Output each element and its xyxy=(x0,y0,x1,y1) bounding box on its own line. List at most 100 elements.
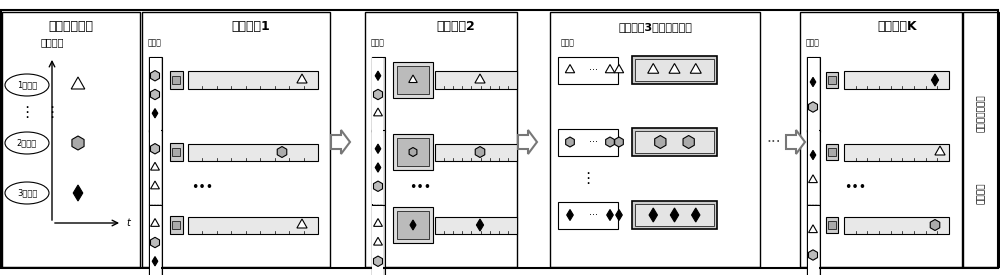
Polygon shape xyxy=(410,220,416,230)
Bar xyxy=(435,72,517,89)
Bar xyxy=(148,57,162,132)
Polygon shape xyxy=(649,208,657,222)
Bar xyxy=(435,216,517,233)
Bar xyxy=(828,148,836,156)
Bar xyxy=(148,130,162,205)
Polygon shape xyxy=(683,136,694,148)
Polygon shape xyxy=(151,162,159,170)
Polygon shape xyxy=(409,147,417,156)
Polygon shape xyxy=(375,163,381,172)
Bar xyxy=(635,204,714,226)
Polygon shape xyxy=(297,219,307,228)
Bar xyxy=(558,56,618,84)
Polygon shape xyxy=(475,147,485,158)
Polygon shape xyxy=(373,256,383,266)
Polygon shape xyxy=(72,136,84,150)
Polygon shape xyxy=(614,65,624,73)
Polygon shape xyxy=(809,175,817,183)
Bar xyxy=(826,72,838,88)
Text: t: t xyxy=(126,218,130,228)
Polygon shape xyxy=(150,89,160,100)
Polygon shape xyxy=(690,64,701,73)
Polygon shape xyxy=(615,137,623,147)
Polygon shape xyxy=(373,181,383,191)
Polygon shape xyxy=(565,65,575,73)
Polygon shape xyxy=(669,64,680,73)
Bar xyxy=(826,144,838,160)
Bar xyxy=(632,56,717,84)
Bar xyxy=(150,131,160,204)
Bar xyxy=(393,62,433,98)
Polygon shape xyxy=(71,77,85,89)
Polygon shape xyxy=(373,89,383,100)
Polygon shape xyxy=(374,108,382,116)
Text: ···: ··· xyxy=(588,137,598,147)
Polygon shape xyxy=(616,210,622,221)
Bar xyxy=(188,144,318,161)
Polygon shape xyxy=(655,136,666,148)
Bar xyxy=(170,216,182,234)
Polygon shape xyxy=(374,219,382,226)
Polygon shape xyxy=(151,181,159,189)
Bar xyxy=(828,221,836,229)
Polygon shape xyxy=(607,210,613,221)
Bar xyxy=(142,12,330,267)
Text: 加工阶段1: 加工阶段1 xyxy=(232,21,270,34)
Text: 缓冲区: 缓冲区 xyxy=(561,39,575,48)
Bar xyxy=(372,57,384,132)
Text: 工件离开主系统: 工件离开主系统 xyxy=(976,94,986,132)
Polygon shape xyxy=(808,250,818,260)
Text: •••: ••• xyxy=(844,180,866,194)
Text: ⋮: ⋮ xyxy=(44,106,60,120)
Bar xyxy=(558,202,618,229)
Polygon shape xyxy=(152,257,158,266)
Polygon shape xyxy=(152,109,158,118)
Bar xyxy=(435,144,517,161)
Text: ⋮: ⋮ xyxy=(19,106,35,120)
Text: 缓冲区: 缓冲区 xyxy=(148,39,162,48)
Polygon shape xyxy=(297,74,307,83)
Text: 加工阶段3（组批生产）: 加工阶段3（组批生产） xyxy=(618,22,692,32)
Polygon shape xyxy=(670,208,679,222)
Bar xyxy=(393,134,433,170)
Bar xyxy=(844,216,949,233)
Ellipse shape xyxy=(5,132,49,154)
Text: •••: ••• xyxy=(191,180,213,194)
Polygon shape xyxy=(566,137,574,147)
Polygon shape xyxy=(151,219,159,226)
Text: ···: ··· xyxy=(588,65,598,75)
Text: •••: ••• xyxy=(409,180,431,194)
Polygon shape xyxy=(692,208,700,222)
Polygon shape xyxy=(150,144,160,154)
Bar xyxy=(808,131,818,204)
Polygon shape xyxy=(810,77,816,87)
Text: 3类工件: 3类工件 xyxy=(17,188,37,197)
Bar xyxy=(963,12,999,267)
Text: 加工完成: 加工完成 xyxy=(976,182,986,204)
Text: 工件随机到达: 工件随机到达 xyxy=(48,21,94,34)
Polygon shape xyxy=(786,130,805,154)
Polygon shape xyxy=(476,219,484,231)
Polygon shape xyxy=(567,210,573,221)
Polygon shape xyxy=(331,130,350,154)
Text: 1类工件: 1类工件 xyxy=(17,81,37,89)
Polygon shape xyxy=(375,71,381,80)
Polygon shape xyxy=(605,65,615,73)
Bar xyxy=(148,205,162,275)
Bar xyxy=(635,131,714,153)
Ellipse shape xyxy=(5,182,49,204)
Polygon shape xyxy=(374,237,382,245)
Text: 缓冲区: 缓冲区 xyxy=(371,39,385,48)
Bar xyxy=(172,221,180,229)
Bar xyxy=(632,128,717,156)
Bar xyxy=(150,206,160,275)
Bar xyxy=(170,71,182,89)
Polygon shape xyxy=(930,219,940,230)
Polygon shape xyxy=(810,150,816,160)
Text: 加工阶段K: 加工阶段K xyxy=(877,21,917,34)
Text: 工件类型: 工件类型 xyxy=(40,37,64,47)
Bar xyxy=(808,58,818,131)
Bar xyxy=(372,205,384,275)
Text: ···: ··· xyxy=(767,134,781,150)
Polygon shape xyxy=(809,225,817,233)
